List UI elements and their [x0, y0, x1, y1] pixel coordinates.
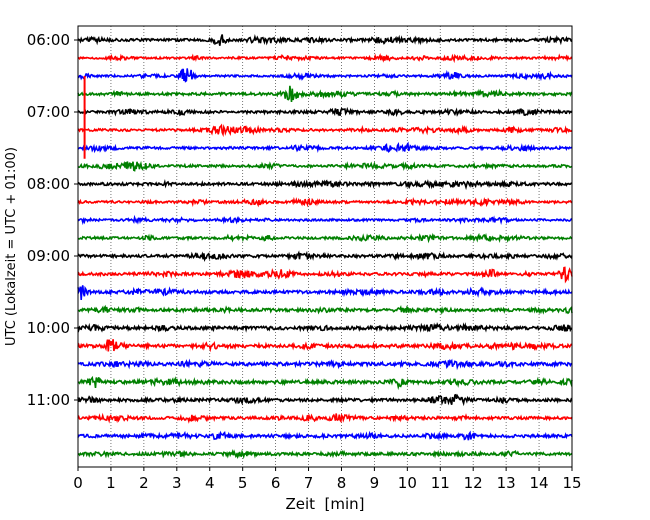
x-tick-label: 4: [205, 474, 215, 492]
trace-row-0615: [77, 53, 573, 64]
y-axis-label: UTC (Lokalzeit = UTC + 01:00): [4, 147, 19, 346]
x-tick-label: 8: [337, 474, 347, 492]
y-tick-label: 06:00: [27, 31, 70, 49]
trace-row-0845: [77, 232, 573, 244]
trace-row-0730: [77, 141, 573, 154]
trace-row-1045: [78, 375, 573, 391]
trace-row-0945: [78, 304, 573, 316]
trace-row-0900: [77, 250, 573, 262]
x-tick-label: 13: [497, 474, 516, 492]
trace-row-0645: [77, 85, 573, 102]
x-tick-label: 14: [530, 474, 549, 492]
trace-row-1100: [77, 393, 573, 407]
trace-row-1030: [77, 358, 573, 371]
trace-row-1145: [77, 448, 573, 460]
plot-frame: [77, 25, 573, 468]
y-tick-label: 10:00: [27, 319, 70, 337]
trace-row-0715: [77, 123, 573, 138]
trace-row-1130: [77, 430, 573, 442]
trace-row-0800: [77, 179, 573, 191]
trace-row-1115: [77, 412, 573, 424]
trace-row-0630: [77, 68, 573, 83]
x-tick-label: 1: [106, 474, 116, 492]
x-tick-label: 3: [172, 474, 182, 492]
trace-row-0830: [77, 214, 573, 226]
trace-row-0745: [77, 160, 573, 172]
trace-row-0815: [77, 196, 573, 208]
trace-row-1015: [77, 339, 573, 353]
x-tick-label: 10: [398, 474, 417, 492]
x-axis-label: Zeit [min]: [285, 495, 364, 513]
trace-row-1000: [77, 321, 573, 333]
x-tick-label: 6: [271, 474, 281, 492]
x-tick-label: 7: [304, 474, 314, 492]
x-tick-label: 15: [562, 474, 581, 492]
seismogram-traces: [77, 33, 573, 460]
y-tick-label: 08:00: [27, 175, 70, 193]
y-tick-label: 07:00: [27, 103, 70, 121]
x-tick-label: 0: [73, 474, 83, 492]
x-tick-label: 12: [464, 474, 483, 492]
x-tick-label: 9: [370, 474, 380, 492]
y-tick-label: 09:00: [27, 247, 70, 265]
x-tick-label: 2: [139, 474, 149, 492]
trace-row-0600: [77, 33, 573, 46]
trace-row-0915: [77, 266, 573, 284]
x-tick-label: 5: [238, 474, 248, 492]
y-tick-label: 11:00: [27, 391, 70, 409]
trace-row-0700: [77, 106, 573, 118]
x-tick-label: 11: [431, 474, 450, 492]
trace-row-0930: [77, 285, 573, 301]
y-ticks: 06:00 07:00 08:00 09:00 10:00 11:00: [27, 31, 78, 409]
x-ticks: 0 1 2 3 4 5 6 7 8 9 10 11 12 13 14 15: [73, 467, 582, 492]
